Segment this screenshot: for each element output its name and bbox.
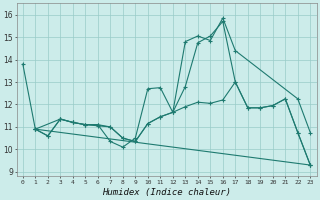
X-axis label: Humidex (Indice chaleur): Humidex (Indice chaleur)	[102, 188, 231, 197]
